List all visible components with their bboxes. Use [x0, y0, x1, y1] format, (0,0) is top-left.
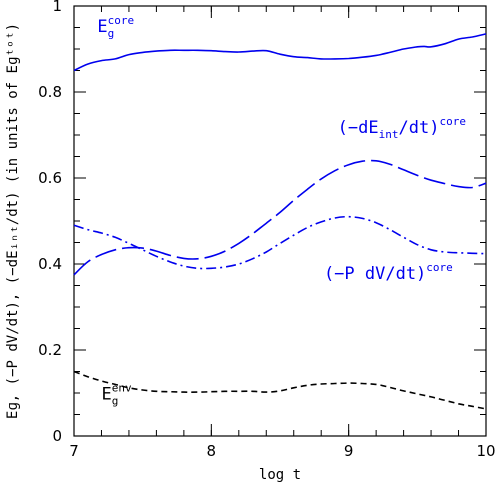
- curve-label-part: core: [426, 261, 453, 274]
- curve-label-PdV: (−P dV/dt)core: [324, 261, 453, 284]
- x-tick-label: 8: [207, 442, 217, 460]
- x-tick-label: 7: [69, 442, 79, 460]
- series-line-3: [73, 370, 487, 410]
- x-axis-label: log t: [259, 467, 301, 482]
- plot-frame: [73, 5, 487, 437]
- curve-label-part: (−dE: [338, 118, 379, 138]
- curve-label-part: (−P dV/dt): [324, 264, 426, 284]
- plot-border: [73, 5, 487, 437]
- ticks: [73, 5, 487, 437]
- curve-label-part: core: [108, 14, 135, 27]
- curve-label-part: core: [439, 115, 466, 128]
- y-axis-label: Eɡ, (−P dV/dt), (−dEᵢₙₜ/dt) (in units of…: [5, 23, 21, 419]
- series-line-2: [73, 215, 487, 270]
- curve-label-dEint: (−dEint/dt)core: [338, 115, 466, 141]
- curve-label-env: Egenv: [101, 381, 132, 407]
- curve-label-part: g: [108, 27, 115, 40]
- y-tick-label: 0.4: [38, 255, 62, 273]
- y-tick-label: 0.8: [38, 83, 62, 101]
- y-tick-label: 0.2: [38, 341, 62, 359]
- curve-label-part: int: [379, 128, 399, 141]
- curve-label-core: Egcore: [97, 14, 134, 40]
- series-line-0: [73, 33, 487, 72]
- series-line-1: [73, 159, 487, 276]
- curve-label-part: E: [101, 384, 111, 404]
- curve-label-part: g: [112, 394, 119, 407]
- curve-label-part: env: [112, 381, 132, 394]
- curve-label-part: /dt): [399, 118, 440, 138]
- tick-labels: 7 8 9 10 0 0.2 0.4 0.6 0.8 1: [38, 0, 495, 460]
- y-tick-label: 1: [52, 0, 62, 15]
- x-tick-label: 9: [344, 442, 354, 460]
- series: [73, 33, 487, 410]
- y-tick-label: 0: [52, 427, 62, 445]
- curve-label-part: E: [97, 17, 107, 37]
- y-tick-label: 0.6: [38, 169, 62, 187]
- x-tick-label: 10: [476, 442, 495, 460]
